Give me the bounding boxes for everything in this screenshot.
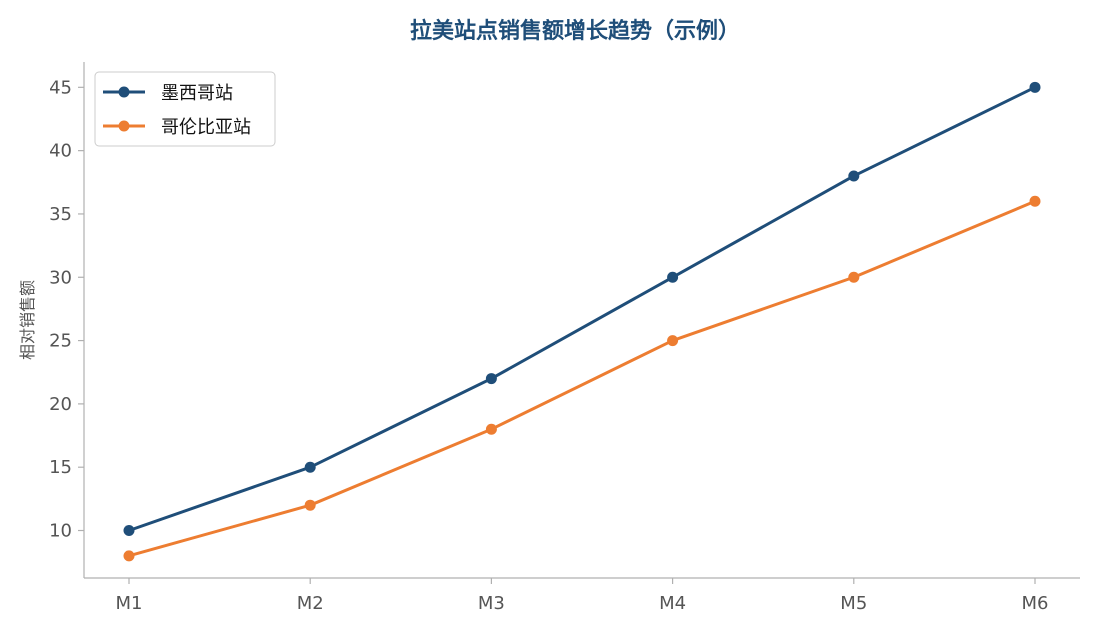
series-line (127, 199, 1037, 558)
y-tick-label: 15 (49, 457, 72, 478)
legend-item: 哥伦比亚站 (103, 117, 251, 138)
x-tick-label: M1 (116, 593, 143, 614)
data-point (667, 335, 679, 347)
data-point (667, 271, 679, 283)
y-axis-label: 相对销售额 (18, 280, 37, 360)
legend-label: 哥伦比亚站 (161, 117, 251, 138)
x-tick-label: M2 (297, 593, 324, 614)
data-point (848, 170, 860, 182)
series-layer (123, 81, 1041, 562)
data-point (123, 550, 135, 562)
y-tick-label: 40 (49, 141, 72, 162)
data-point (848, 271, 860, 283)
data-point (304, 499, 316, 511)
y-tick-label: 45 (49, 77, 72, 98)
data-point (123, 525, 135, 537)
x-tick-label: M3 (478, 593, 505, 614)
chart-title: 拉美站点销售额增长趋势（示例） (410, 18, 740, 44)
x-tick-label: M5 (840, 593, 867, 614)
x-axis-ticks: M1 M2 M3 M4 M5 M6 (116, 578, 1049, 614)
x-tick-label: M6 (1022, 593, 1049, 614)
y-axis-ticks: 10 15 20 25 30 35 40 45 (49, 77, 84, 542)
data-point (1029, 81, 1041, 93)
y-tick-label: 35 (49, 204, 72, 225)
data-point (1029, 195, 1041, 207)
data-point (485, 373, 497, 385)
y-tick-label: 25 (49, 331, 72, 352)
legend-label: 墨西哥站 (161, 83, 233, 104)
legend-item: 墨西哥站 (103, 83, 233, 104)
series-2 (123, 195, 1041, 562)
series-1 (123, 81, 1041, 537)
y-tick-label: 30 (49, 267, 72, 288)
y-tick-label: 20 (49, 394, 72, 415)
legend-swatch-marker (118, 120, 130, 132)
legend-swatch-marker (118, 86, 130, 98)
y-tick-label: 10 (49, 521, 72, 542)
series-line (127, 85, 1037, 533)
data-point (304, 461, 316, 473)
data-point (485, 423, 497, 435)
x-tick-label: M4 (659, 593, 686, 614)
